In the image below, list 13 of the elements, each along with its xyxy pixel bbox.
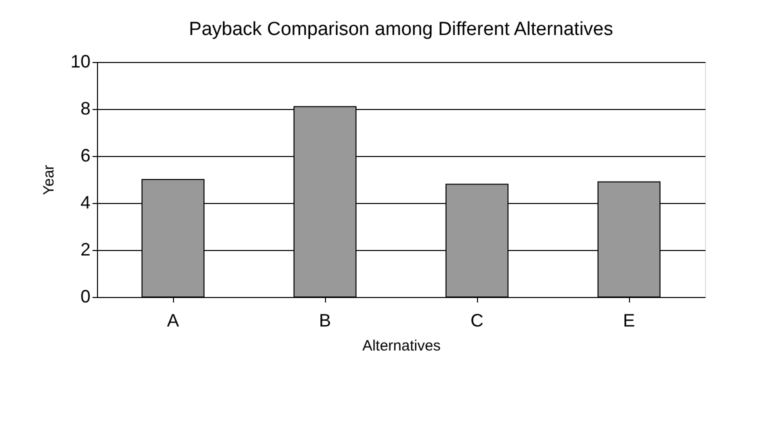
x-axis-title: Alternatives (362, 338, 441, 354)
y-tick-label: 0 (80, 286, 90, 306)
y-tick-label: 4 (80, 192, 90, 212)
x-tick-label: A (166, 310, 180, 330)
y-tick-label: 2 (80, 240, 90, 260)
y-tick-label: 10 (70, 52, 90, 72)
y-tick-label: 8 (80, 98, 90, 118)
y-tick-label: 6 (80, 146, 90, 166)
y-axis-title: Year (40, 164, 58, 196)
x-tick-label: C (470, 310, 484, 330)
chart-title: Payback Comparison among Different Alternatives (188, 19, 614, 40)
x-tick-label: B (318, 310, 332, 330)
x-tick-label: E (622, 310, 636, 330)
